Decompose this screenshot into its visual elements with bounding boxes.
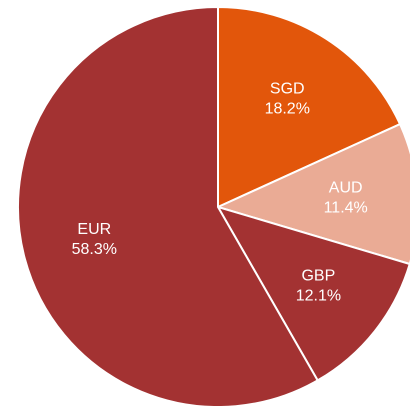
slice-label: EUR <box>77 221 111 238</box>
slice-label: GBP <box>301 268 335 285</box>
pie-slice <box>215 205 410 382</box>
slice-value-label: 18.2% <box>265 101 310 118</box>
slice-value-label: 58.3% <box>72 241 117 258</box>
slice-value-label: 11.4% <box>324 199 368 216</box>
slice-value-label: 12.1% <box>296 288 341 305</box>
pie-slice <box>215 122 410 266</box>
slice-label: SGD <box>270 81 305 98</box>
pie-slice <box>17 5 320 406</box>
pie-slice <box>217 5 402 209</box>
slice-label: AUD <box>329 179 363 196</box>
